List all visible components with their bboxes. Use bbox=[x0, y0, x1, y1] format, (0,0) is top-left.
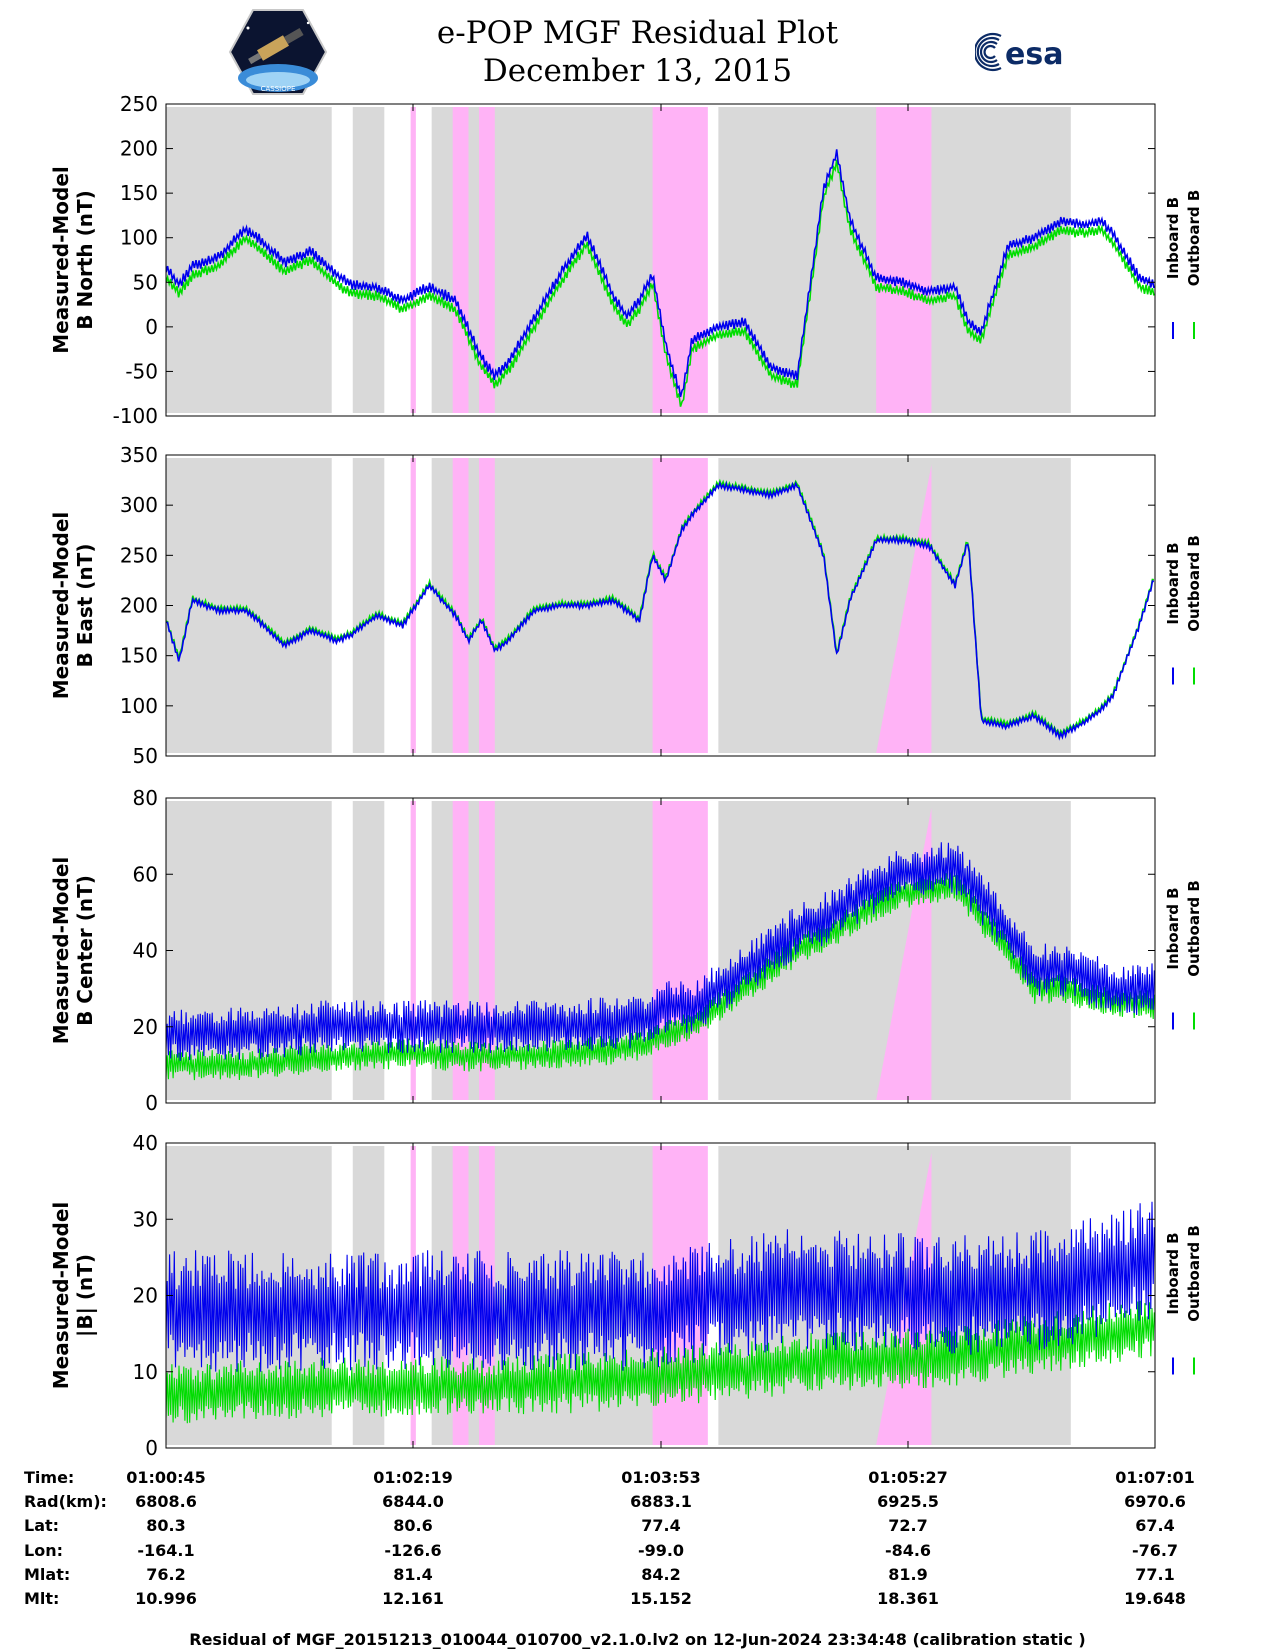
legend-outboard-label: Outboard B bbox=[1185, 190, 1203, 287]
y-axis-label-line: B North (nT) bbox=[73, 190, 97, 329]
panel-1: 250 200 150 100 50 0 -50 -100 Measured-ModelB No… bbox=[49, 92, 1203, 428]
y-tick-label: 250 bbox=[120, 92, 158, 116]
inboard-b-series bbox=[166, 149, 1155, 398]
highlight-band bbox=[652, 107, 708, 413]
y-axis-label-line: Measured-Model bbox=[49, 1202, 73, 1390]
y-tick-label: 300 bbox=[120, 493, 158, 517]
legend-inboard-label: Inboard B bbox=[1164, 197, 1182, 279]
plot-title: e-POP MGF Residual Plot bbox=[436, 15, 839, 51]
inboard-b-series bbox=[166, 1201, 1155, 1372]
legend: Inboard B Outboard B bbox=[1164, 190, 1203, 339]
y-tick-label: 50 bbox=[133, 270, 158, 294]
y-tick-label: 30 bbox=[133, 1207, 158, 1231]
y-tick-label: 0 bbox=[145, 315, 158, 339]
y-axis-label-line: Measured-Model bbox=[49, 166, 73, 354]
y-tick-label: 150 bbox=[120, 644, 158, 668]
highlight-band bbox=[410, 801, 416, 1100]
highlight-band bbox=[452, 107, 469, 413]
y-tick-label: 40 bbox=[133, 939, 158, 963]
y-axis-label: Measured-ModelB Center (nT) bbox=[49, 857, 97, 1045]
highlight-band bbox=[479, 107, 495, 413]
highlight-band bbox=[876, 107, 932, 413]
outboard-b-series bbox=[166, 872, 1155, 1081]
y-tick-label: 20 bbox=[133, 1015, 158, 1039]
cassiope-mission-logo: CASSIOPE bbox=[228, 9, 328, 95]
data-gap-band bbox=[166, 458, 332, 753]
highlight-band bbox=[452, 458, 469, 753]
legend-outboard-label: Outboard B bbox=[1185, 1225, 1203, 1322]
y-tick-label: 40 bbox=[133, 1131, 158, 1155]
y-axis-label-line: |B| (nT) bbox=[73, 1254, 97, 1337]
mission-logo-text: CASSIOPE bbox=[261, 85, 296, 93]
y-tick-label: -100 bbox=[113, 404, 158, 428]
highlight-band bbox=[652, 801, 708, 1100]
panel-plot-region bbox=[166, 1146, 1155, 1445]
y-tick-label: 250 bbox=[120, 543, 158, 567]
legend: Inboard B Outboard B bbox=[1164, 1225, 1203, 1375]
highlight-wedge bbox=[876, 808, 932, 1100]
y-axis-label-line: B East (nT) bbox=[73, 544, 97, 668]
footer-caption: Residual of MGF_20151213_010044_010700_v… bbox=[189, 1630, 1086, 1649]
y-tick-label: 150 bbox=[120, 181, 158, 205]
y-axis-label-line: Measured-Model bbox=[49, 857, 73, 1045]
y-tick-label: 0 bbox=[145, 1436, 158, 1460]
legend-inboard-label: Inboard B bbox=[1164, 542, 1182, 624]
data-gap-band bbox=[352, 107, 385, 413]
y-axis-label: Measured-ModelB North (nT) bbox=[49, 166, 97, 354]
y-tick-label: 80 bbox=[133, 786, 158, 810]
highlight-band bbox=[652, 458, 708, 753]
data-gap-band bbox=[352, 458, 385, 753]
y-tick-label: 100 bbox=[120, 226, 158, 250]
highlight-band bbox=[410, 107, 416, 413]
y-tick-label: 350 bbox=[120, 443, 158, 467]
page-title: e-POP MGF Residual Plot December 13, 201… bbox=[0, 14, 1275, 90]
y-tick-label: 200 bbox=[120, 137, 158, 161]
legend: Inboard B Outboard B bbox=[1164, 880, 1203, 1030]
y-tick-label: 10 bbox=[133, 1360, 158, 1384]
esa-logo: esa bbox=[975, 32, 1063, 72]
panel-2: 350 300 250 200 150 100 50 Measured-ModelB East… bbox=[49, 443, 1203, 768]
inboard-b-series bbox=[166, 480, 1155, 741]
y-tick-label: 0 bbox=[145, 1091, 158, 1115]
y-axis-label-line: Measured-Model bbox=[49, 512, 73, 700]
highlight-wedge bbox=[876, 465, 932, 753]
legend-outboard-label: Outboard B bbox=[1185, 535, 1203, 632]
y-tick-label: 20 bbox=[133, 1284, 158, 1308]
plot-date: December 13, 2015 bbox=[482, 53, 793, 89]
legend: Inboard B Outboard B bbox=[1164, 535, 1203, 685]
y-axis-label: Measured-ModelB East (nT) bbox=[49, 512, 97, 700]
outboard-b-series bbox=[166, 1300, 1155, 1424]
panel-plot-region bbox=[166, 458, 1155, 753]
legend-inboard-label: Inboard B bbox=[1164, 887, 1182, 969]
y-tick-label: -50 bbox=[125, 359, 158, 383]
legend-inboard-label: Inboard B bbox=[1164, 1232, 1182, 1314]
panel-plot-region bbox=[166, 801, 1155, 1100]
y-tick-label: 200 bbox=[120, 594, 158, 618]
y-tick-label: 100 bbox=[120, 694, 158, 718]
inboard-b-series bbox=[166, 842, 1155, 1061]
panel-4: 40 30 20 10 0 Measured-Model|B| (nT) Inboard B… bbox=[49, 1131, 1203, 1460]
y-axis-label: Measured-Model|B| (nT) bbox=[49, 1202, 97, 1390]
legend-outboard-label: Outboard B bbox=[1185, 880, 1203, 977]
esa-logo-text: esa bbox=[1005, 37, 1063, 72]
data-gap-band bbox=[431, 107, 656, 413]
y-tick-label: 50 bbox=[133, 744, 158, 768]
panel-plot-region bbox=[166, 107, 1155, 413]
panel-3: 80 60 40 20 0 Measured-ModelB Center (nT) Inbo… bbox=[49, 786, 1203, 1115]
y-axis-label-line: B Center (nT) bbox=[73, 875, 97, 1026]
highlight-band bbox=[479, 458, 495, 753]
y-tick-label: 60 bbox=[133, 862, 158, 886]
